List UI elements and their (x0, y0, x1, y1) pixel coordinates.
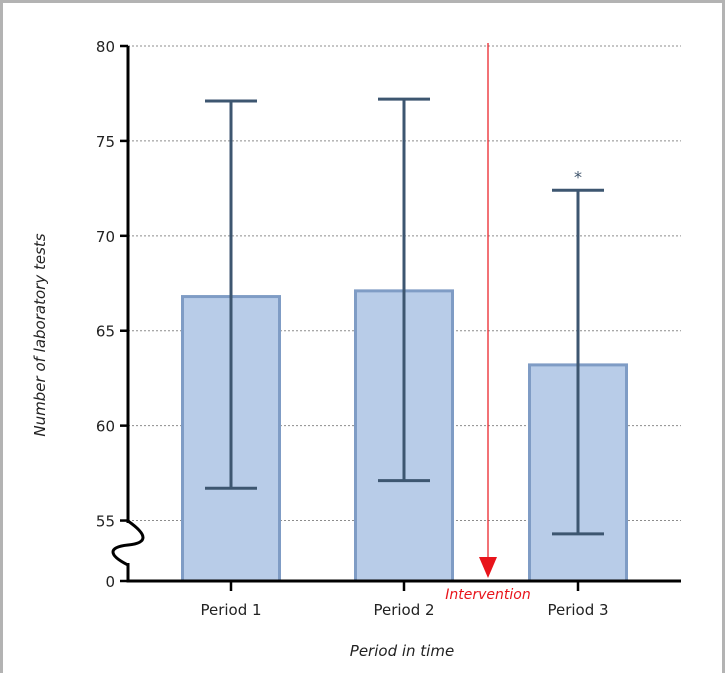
x-axis-title: Period in time (350, 642, 454, 660)
y-tick-label: 0 (105, 573, 115, 591)
intervention-label: Intervention (445, 587, 530, 603)
y-tick-label: 70 (96, 228, 115, 246)
category-label: Period 2 (373, 601, 434, 619)
bar-chart: Intervention 0 55 60 65 70 75 80 Period 1 Period… (3, 3, 722, 673)
y-tick-label: 65 (96, 323, 115, 341)
category-label: Period 1 (200, 601, 261, 619)
y-axis-title: Number of laboratory tests (31, 233, 49, 436)
y-tick-label: 80 (96, 38, 115, 56)
intervention-arrowhead (479, 557, 497, 578)
category-label: Period 3 (547, 601, 608, 619)
intervention-annotation: Intervention (445, 43, 530, 603)
y-tick-label: 55 (96, 513, 115, 531)
y-tick-label: 60 (96, 418, 115, 436)
y-tick-label: 75 (96, 133, 115, 151)
significance-marker: * (574, 167, 582, 186)
bars (183, 99, 627, 581)
